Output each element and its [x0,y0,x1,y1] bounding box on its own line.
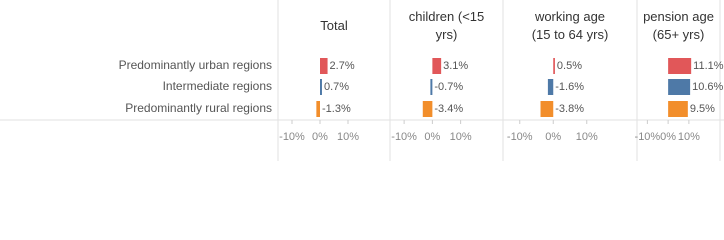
panel-title-text: Total [320,18,348,33]
data-label: -1.6% [555,81,584,93]
data-label: -3.4% [434,103,463,115]
bar [668,101,688,117]
panel-title: pension age (65+ yrs) [637,0,720,52]
row-label: Predominantly rural regions [125,101,272,115]
panel-title-text: children (<15 yrs) [408,9,485,42]
panel-title: children (<15 yrs) [390,0,503,52]
bar [540,101,554,117]
bar [422,101,433,117]
panel-title-text: pension age (65+ yrs) [643,9,714,42]
x-tick-label: 0% [660,131,676,143]
x-tick-label: -10% [391,131,417,143]
panel-title-text: working age (15 to 64 yrs) [531,9,609,42]
x-tick-label: -10% [507,131,533,143]
data-label: 10.6% [692,81,723,93]
x-tick-label: 0% [312,131,328,143]
data-label: -1.3% [322,103,351,115]
row-label: Intermediate regions [163,79,272,93]
bar [432,58,442,74]
x-tick-label: 0% [545,131,561,143]
panel-title: working age (15 to 64 yrs) [503,0,637,52]
bar [668,58,692,74]
bar [553,58,555,74]
x-tick-label: 10% [576,131,598,143]
chart-svg: Predominantly urban regions Intermediate … [0,0,724,161]
x-tick-label: -10% [279,131,305,143]
row-label: Predominantly urban regions [119,58,272,72]
bar [316,101,320,117]
data-label: 3.1% [443,60,468,72]
bar [320,79,322,95]
x-tick-label: 10% [678,131,700,143]
x-tick-label: 0% [424,131,440,143]
data-label: 11.1% [693,60,724,72]
bar [547,79,554,95]
x-tick-label: 10% [337,131,359,143]
data-label: 2.7% [330,60,355,72]
bar [430,79,433,95]
x-tick-label: -10% [635,131,661,143]
bar [668,79,691,95]
data-label: 0.7% [324,81,349,93]
data-label: -0.7% [434,81,463,93]
panel-title: Total [278,0,390,52]
data-label: 9.5% [690,103,715,115]
bar [320,58,328,74]
x-tick-label: 10% [450,131,472,143]
chart: Predominantly urban regions Intermediate … [0,0,724,161]
data-label: -3.8% [555,103,584,115]
data-label: 0.5% [557,60,582,72]
